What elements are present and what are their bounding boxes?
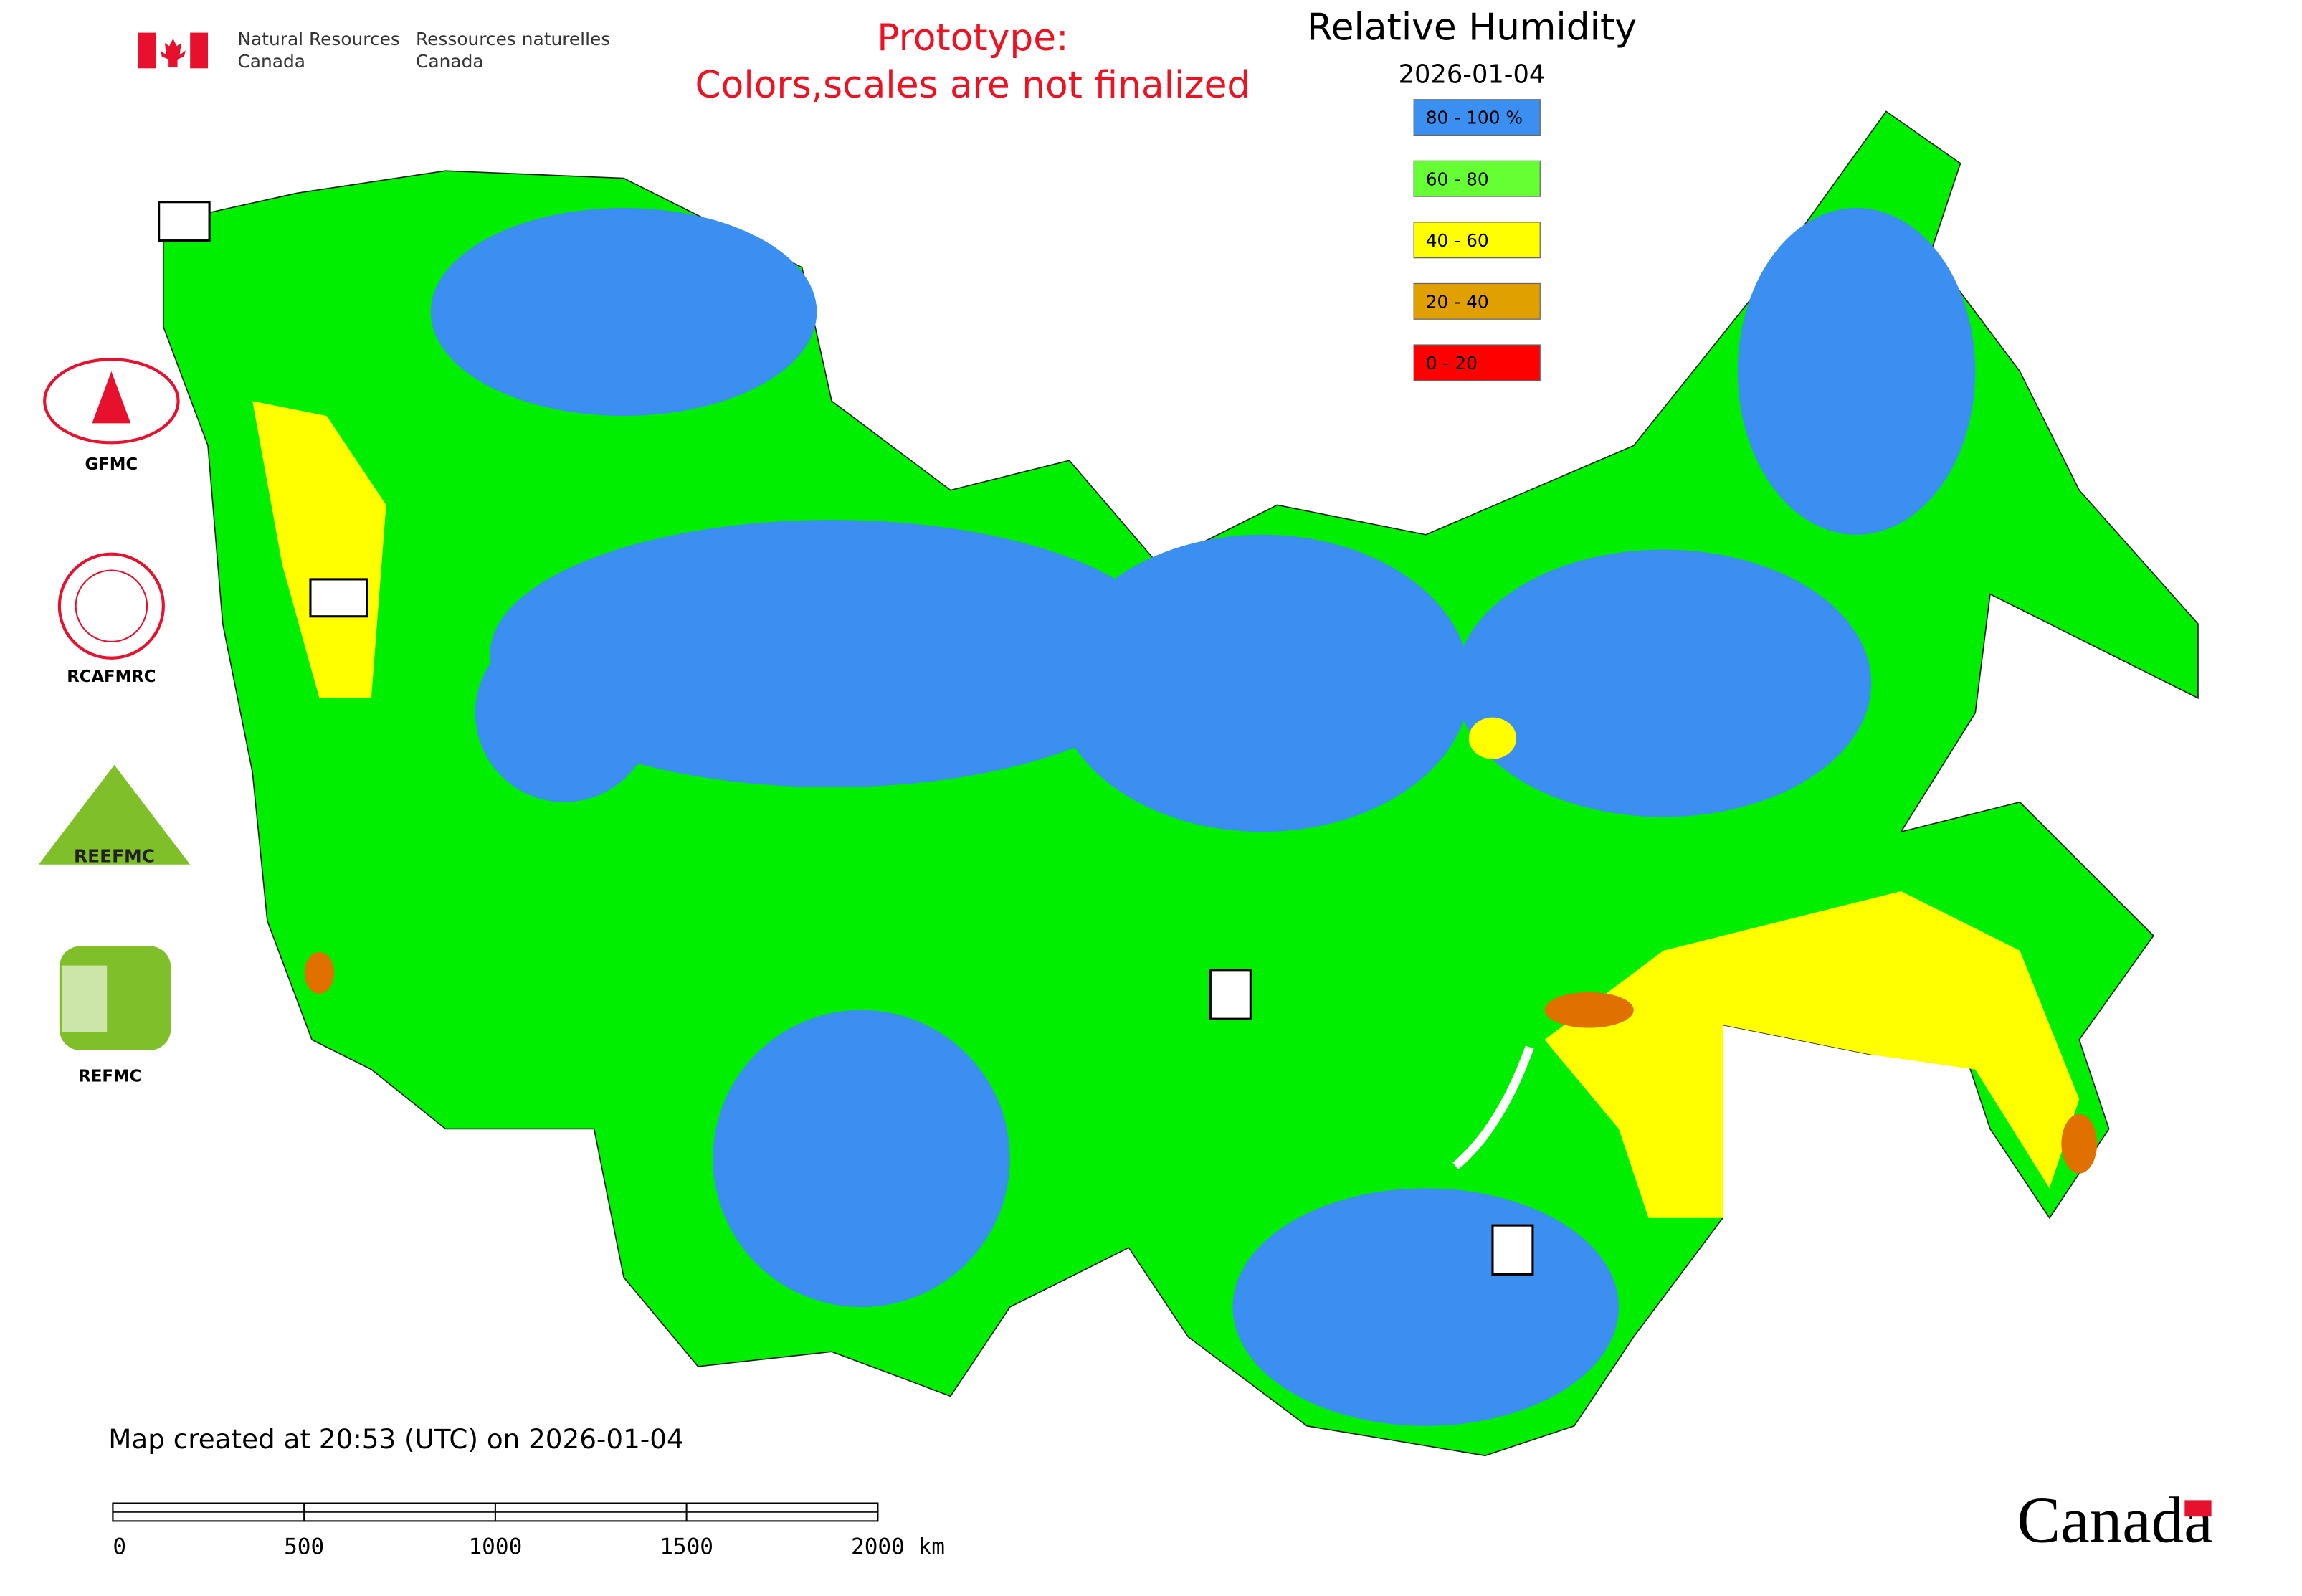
legend-label: 20 - 40 xyxy=(1426,291,1489,312)
scale-bar-label: 0 xyxy=(113,1534,126,1560)
logo-label: REEFMC xyxy=(74,845,155,866)
scale-bar-label: 2000 km xyxy=(851,1534,945,1560)
map-title: Relative Humidity xyxy=(1307,6,1637,49)
legend-label: 40 - 60 xyxy=(1426,230,1489,251)
wordmark-flag xyxy=(2184,1500,2212,1517)
legend-swatch xyxy=(1413,344,1541,381)
legend-swatch xyxy=(1413,222,1541,259)
legend-label: 0 - 20 xyxy=(1426,353,1478,374)
dept-en: Canada xyxy=(237,51,305,72)
legend-swatch xyxy=(1413,282,1541,320)
logo-label: RCAFMRC xyxy=(67,668,156,686)
legend-label: 80 - 100 % xyxy=(1426,108,1523,128)
legend-swatch xyxy=(1413,160,1541,197)
notice: Prototype: xyxy=(877,16,1068,60)
logos: GFMC RCAFMRC REEFMC REFMC xyxy=(38,201,1534,1276)
legend-label: 60 - 80 xyxy=(1426,168,1489,189)
wordmark: Canada xyxy=(2017,1484,2212,1557)
dept-fr: Canada xyxy=(416,51,484,72)
notice: Colors,scales are not finalized xyxy=(695,64,1251,107)
map-date: 2026-01-04 xyxy=(1399,60,1546,90)
legend-swatch xyxy=(1413,99,1541,136)
flag xyxy=(138,32,209,69)
scale-bar: 0 500 1000 1500 2000 km xyxy=(112,1502,945,1560)
land xyxy=(163,110,2199,1457)
scale-bar-label: 1000 xyxy=(468,1534,522,1560)
scale-bar-label: 1500 xyxy=(660,1534,713,1560)
logo-label: GFMC xyxy=(85,455,138,474)
scale-bar-label: 500 xyxy=(284,1534,324,1560)
logo-label: REFMC xyxy=(78,1067,141,1086)
footer: Map created at 20:53 (UTC) on 2026-01-04 xyxy=(108,1423,683,1455)
legend: 80 - 100 % 60 - 80 40 - 60 20 - 40 0 - 20 xyxy=(1413,99,1541,381)
dept-fr: Ressources naturelles xyxy=(416,29,610,49)
dept-en: Natural Resources xyxy=(237,29,399,49)
